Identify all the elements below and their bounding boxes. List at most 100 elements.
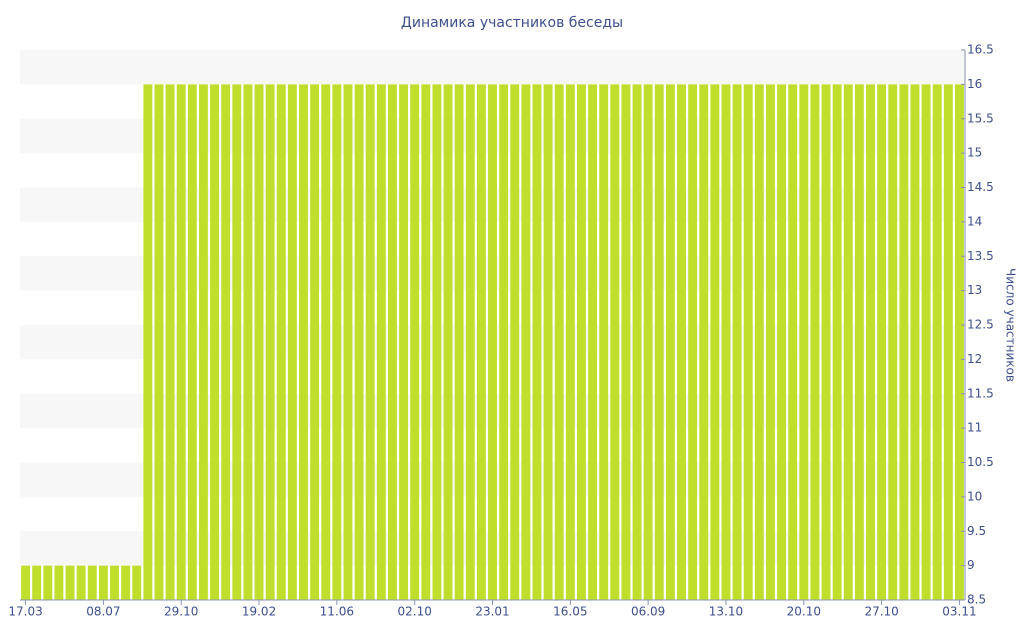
y-tick-label: 16 (967, 77, 982, 91)
bar (954, 84, 964, 600)
bar (565, 84, 575, 600)
bar (187, 84, 197, 600)
x-tick-label: 06.09 (631, 605, 665, 619)
x-tick-label: 23.01 (475, 605, 509, 619)
bar (554, 84, 564, 600)
bar (654, 84, 664, 600)
bar (221, 84, 231, 600)
bar (443, 84, 453, 600)
bar (465, 84, 475, 600)
y-axis-title: Число участников (1004, 268, 1018, 382)
x-tick-label: 02.10 (397, 605, 431, 619)
bar (588, 84, 598, 600)
bar (376, 84, 386, 600)
bar (810, 84, 820, 600)
y-tick-label: 12.5 (967, 318, 994, 332)
bar (576, 84, 586, 600)
y-tick-label: 11.5 (967, 386, 994, 400)
bar (210, 84, 220, 600)
x-tick-label: 29.10 (164, 605, 198, 619)
y-tick-label: 12 (967, 352, 982, 366)
bar (665, 84, 675, 600)
y-tick-label: 11 (967, 421, 982, 435)
bar (866, 84, 875, 600)
bar (321, 84, 331, 600)
bar (754, 84, 764, 600)
y-tick-label: 8.5 (967, 593, 986, 607)
bar (710, 84, 720, 600)
bar (98, 565, 108, 600)
bar (932, 84, 942, 600)
bar (287, 84, 297, 600)
bar (232, 84, 242, 600)
x-tick-label: 27.10 (864, 605, 898, 619)
bar (243, 84, 253, 600)
bar (299, 84, 308, 600)
bar (743, 84, 753, 600)
x-tick-label: 11.06 (320, 605, 354, 619)
x-tick-label: 19.02 (242, 605, 276, 619)
bar (610, 84, 620, 600)
bar (110, 565, 119, 600)
bar (621, 84, 631, 600)
bar (643, 84, 653, 600)
bar (821, 84, 831, 600)
bar (832, 84, 842, 600)
bar (343, 84, 353, 600)
grid-band (20, 50, 965, 85)
x-tick-label: 03.11 (942, 605, 976, 619)
bar (888, 84, 898, 600)
bar (476, 84, 486, 600)
bar (76, 565, 86, 600)
bar (788, 84, 798, 600)
bar (43, 565, 53, 600)
y-tick-label: 9 (967, 558, 975, 572)
bar (677, 84, 686, 600)
x-tick-label: 16.05 (553, 605, 587, 619)
bar (732, 84, 742, 600)
bar (410, 84, 420, 600)
y-tick-label: 16.5 (967, 43, 994, 57)
x-tick-label: 17.03 (8, 605, 42, 619)
bar (154, 84, 164, 600)
y-tick-label: 13 (967, 283, 982, 297)
bar (499, 84, 509, 600)
bar (65, 565, 75, 600)
bar (87, 565, 97, 600)
bar (387, 84, 397, 600)
y-tick-label: 15.5 (967, 111, 994, 125)
bar (399, 84, 409, 600)
bar (799, 84, 809, 600)
bar (777, 84, 787, 600)
bar (854, 84, 864, 600)
bar (332, 84, 342, 600)
x-tick-label: 08.07 (86, 605, 120, 619)
bar (510, 84, 520, 600)
y-tick-label: 14.5 (967, 180, 994, 194)
bar (254, 84, 264, 600)
bar (632, 84, 642, 600)
x-tick-label: 13.10 (709, 605, 743, 619)
bar (910, 84, 920, 600)
bar (132, 565, 142, 600)
y-tick-label: 10 (967, 489, 982, 503)
bar (310, 84, 320, 600)
bar (32, 565, 42, 600)
bar (276, 84, 286, 600)
y-tick-label: 10.5 (967, 455, 994, 469)
y-tick-label: 9.5 (967, 524, 986, 538)
bar (699, 84, 709, 600)
bar (21, 565, 31, 600)
bar (54, 565, 64, 600)
bar (454, 84, 464, 600)
bar (688, 84, 698, 600)
bar (765, 84, 775, 600)
bar (176, 84, 186, 600)
bar (421, 84, 431, 600)
bar (365, 84, 375, 600)
bar (921, 84, 931, 600)
bar (488, 84, 497, 600)
bar (877, 84, 887, 600)
bar (943, 84, 953, 600)
